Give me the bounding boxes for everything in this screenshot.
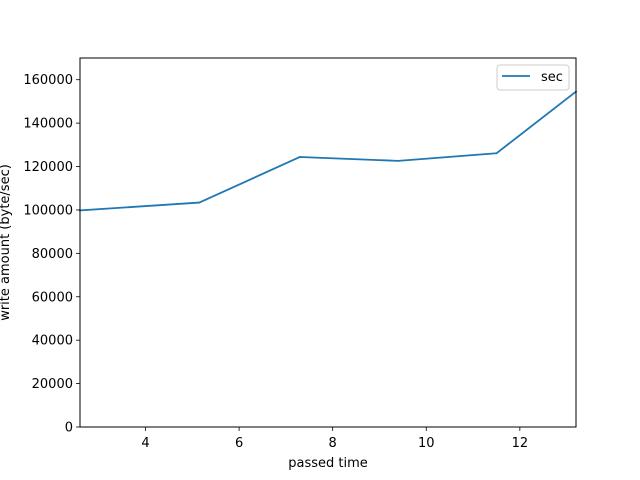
legend: sec [497,65,569,90]
legend-label-sec: sec [541,70,563,85]
y-tick-label: 80000 [32,247,73,262]
data-point-sec-4 [496,152,498,154]
y-tick-label: 40000 [32,334,73,349]
y-axis-label: write amount (byte/sec) [0,164,13,321]
x-tick-label: 12 [512,436,529,451]
x-tick-label: 6 [235,436,243,451]
y-tick-label: 0 [65,421,73,436]
y-tick-label: 140000 [23,117,73,132]
y-tick-label: 120000 [23,160,73,175]
data-point-sec-2 [299,156,301,158]
data-point-sec-1 [198,202,200,204]
x-tick-label: 10 [418,436,435,451]
x-tick-label: 8 [329,436,337,451]
y-axis-ticks: 0 20000 40000 60000 80000 100000 120000 140000 1… [23,73,80,435]
y-tick-label: 100000 [23,203,73,218]
data-point-sec-3 [397,160,399,162]
y-tick-label: 160000 [23,73,73,88]
x-axis-label: passed time [288,456,368,471]
x-tick-label: 4 [141,436,149,451]
y-tick-label: 20000 [32,377,73,392]
y-tick-label: 60000 [32,290,73,305]
